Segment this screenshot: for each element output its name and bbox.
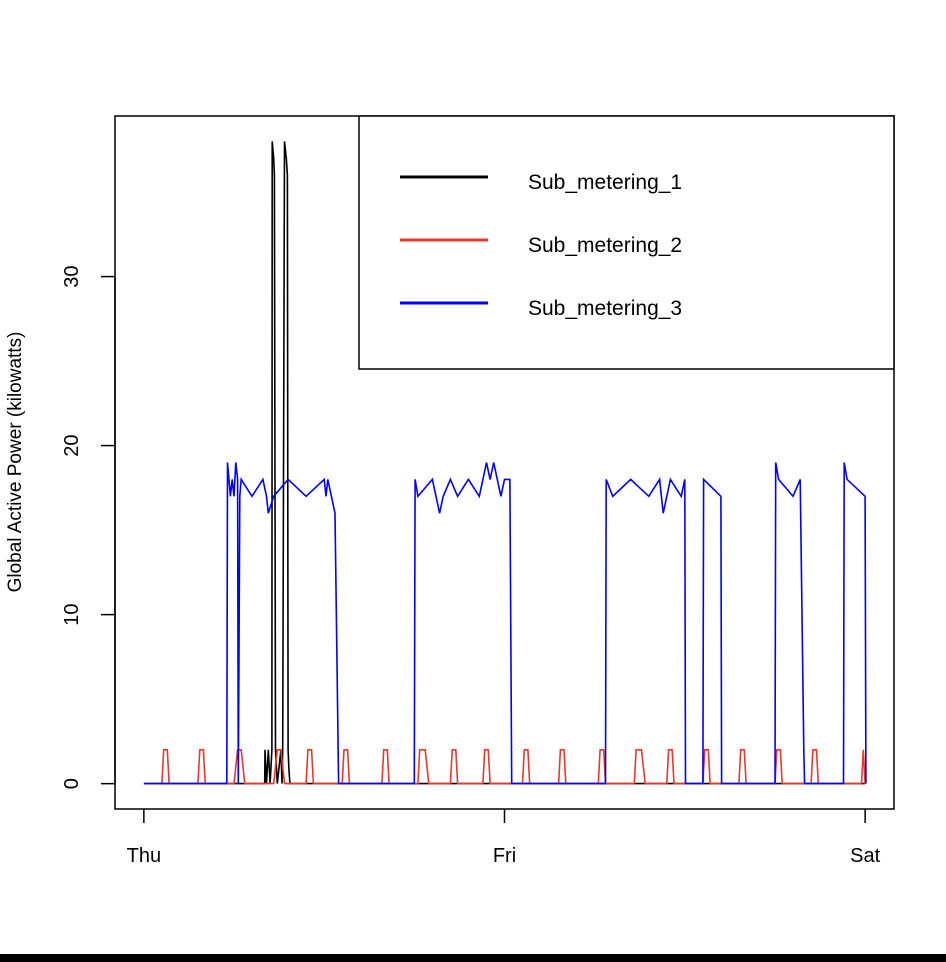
y-tick-label: 20 (61, 434, 83, 456)
y-tick-label: 30 (61, 265, 83, 287)
x-axis: Thu Fri Sat (127, 809, 881, 867)
series-line-sub-metering-2 (143, 748, 866, 785)
x-tick-label-fri: Fri (493, 845, 516, 867)
legend-box (358, 115, 895, 370)
series-line-sub-metering-3 (143, 462, 867, 785)
legend-label-sub-metering-2: Sub_metering_2 (528, 234, 682, 257)
x-tick-label-thu: Thu (127, 845, 161, 867)
y-tick-label: 10 (61, 603, 83, 625)
series-layer (143, 141, 867, 785)
bottom-border (0, 954, 946, 962)
legend: Sub_metering_1 Sub_metering_2 Sub_meteri… (358, 115, 895, 370)
y-axis: 0 10 20 30 (61, 265, 116, 789)
y-axis-title: Global Active Power (kilowatts) (5, 332, 26, 593)
y-tick-label: 0 (61, 778, 83, 789)
legend-label-sub-metering-1: Sub_metering_1 (528, 171, 682, 194)
legend-label-sub-metering-3: Sub_metering_3 (528, 297, 682, 320)
x-tick-label-sat: Sat (850, 845, 880, 867)
